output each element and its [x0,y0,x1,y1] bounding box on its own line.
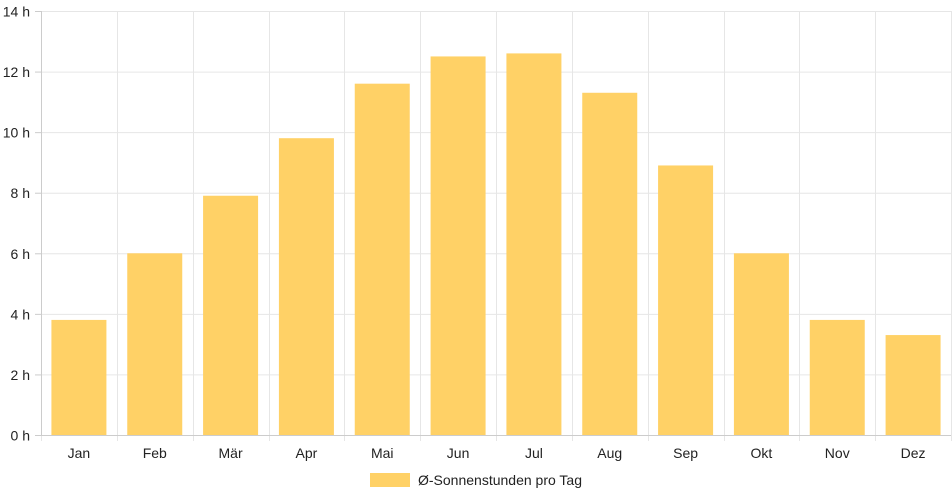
x-tick-label: Feb [143,445,167,461]
bar-Jun[interactable] [430,56,486,436]
y-tick-label: 14 h [3,4,30,20]
bars [51,53,941,436]
y-tick-label: 12 h [3,64,30,80]
x-tick-label: Jul [525,445,543,461]
x-tick-label: Mär [219,445,243,461]
bar-Dez[interactable] [885,335,941,435]
bar-Jul[interactable] [506,53,562,436]
y-axis: 0 h 2 h 4 h 6 h 8 h 10 h 12 h 14 h [3,4,42,444]
bar-Okt[interactable] [733,253,789,435]
x-tick-label: Jan [68,445,91,461]
x-tick-label: Jun [447,445,470,461]
grid-lines [41,11,952,441]
bar-Mär[interactable] [203,195,259,435]
legend[interactable]: Ø-Sonnenstunden pro Tag [0,472,952,488]
y-tick-label: 0 h [11,428,30,444]
legend-swatch [370,473,410,487]
y-tick-label: 4 h [11,306,30,322]
y-tick-label: 8 h [11,185,30,201]
x-tick-label: Sep [673,445,698,461]
bar-Jan[interactable] [51,319,107,435]
x-tick-label: Aug [597,445,622,461]
bar-Feb[interactable] [127,253,183,435]
bar-Nov[interactable] [809,319,865,435]
x-tick-label: Nov [825,445,850,461]
x-tick-label: Mai [371,445,394,461]
x-tick-label: Okt [751,445,773,461]
bar-Sep[interactable] [658,165,714,435]
legend-label: Ø-Sonnenstunden pro Tag [418,472,582,488]
bar-Apr[interactable] [278,138,334,435]
y-tick-label: 6 h [11,246,30,262]
bar-Aug[interactable] [582,92,638,436]
x-tick-label: Apr [296,445,318,461]
x-axis: Jan Feb Mär Apr Mai Jun Jul Aug Sep Okt Nov Dez [41,435,951,461]
x-tick-label: Dez [901,445,926,461]
y-tick-label: 10 h [3,125,30,141]
bar-Mai[interactable] [354,83,410,435]
y-tick-label: 2 h [11,367,30,383]
